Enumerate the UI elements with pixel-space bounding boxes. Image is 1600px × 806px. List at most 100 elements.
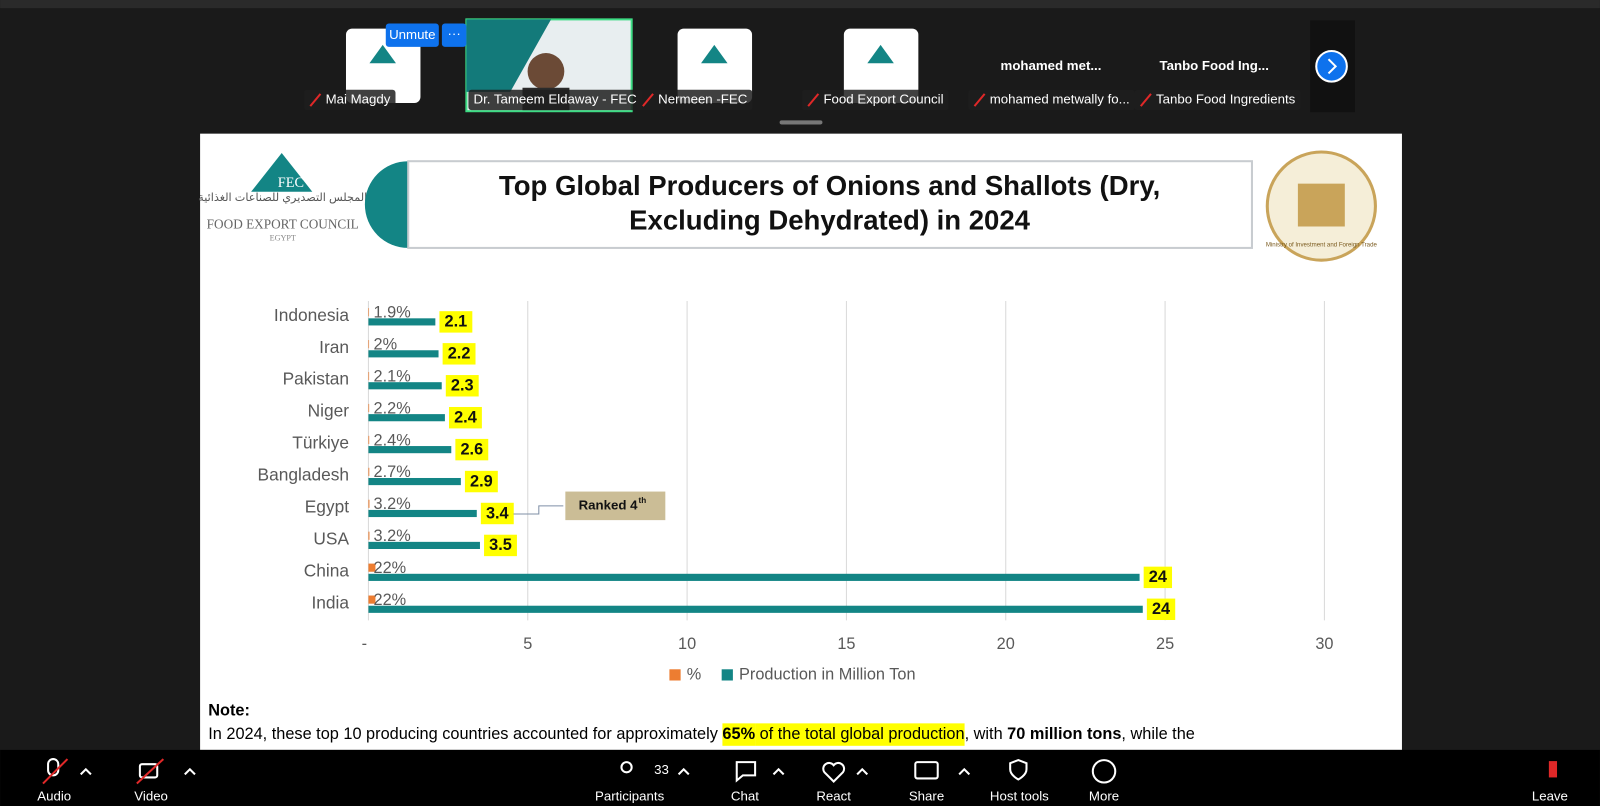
video-bg (466, 19, 552, 92)
toolbar-icons (42, 758, 1558, 785)
participants-icon[interactable] (620, 761, 633, 774)
value-label: 2.3 (451, 377, 474, 395)
value-label: 3.5 (489, 536, 512, 554)
audio-caret[interactable] (80, 767, 92, 776)
participant-count: 33 (654, 762, 669, 777)
bar (368, 541, 480, 549)
y-tick-label: India (311, 592, 349, 612)
value-label: 2.7% (374, 463, 411, 481)
participants-label[interactable]: Participants (595, 788, 665, 803)
value-label: 2.2% (374, 399, 411, 417)
name-tag (468, 89, 642, 111)
unmute-label[interactable]: Unmute (389, 27, 435, 42)
bar (368, 414, 445, 422)
leave-icon[interactable] (1548, 761, 1558, 778)
title-accent (364, 161, 409, 248)
highlight (722, 723, 756, 746)
host-tools-label[interactable]: Host tools (990, 788, 1049, 803)
unmute-button[interactable] (385, 23, 439, 47)
note-segment: 65% (722, 725, 755, 743)
participant-name: Tanbo Food Ing... (1160, 58, 1269, 73)
tile-avatar (677, 28, 753, 104)
highlight (755, 723, 965, 746)
value-label-bg (448, 406, 482, 429)
next-page-button[interactable] (1315, 49, 1348, 83)
name-tag (802, 89, 949, 111)
more-button[interactable] (441, 23, 467, 47)
toolbar (0, 749, 1600, 806)
leave-label[interactable]: Leave (1532, 788, 1568, 803)
tile-avatar (843, 28, 919, 104)
value-label-bg (464, 470, 498, 493)
name-tag (1134, 89, 1301, 111)
muted-icon (973, 93, 986, 107)
value-label-bg (480, 502, 514, 525)
more-icon[interactable] (1091, 759, 1117, 784)
bar (368, 499, 370, 508)
bar (368, 403, 370, 413)
react-caret[interactable] (856, 767, 869, 776)
audio-label[interactable]: Audio (37, 788, 71, 803)
x-tick-label: 25 (1156, 635, 1174, 653)
value-label: 22% (374, 559, 407, 577)
y-tick-label: Pakistan (283, 369, 349, 389)
value-label: 2.1 (445, 313, 468, 331)
logo-icon (867, 44, 894, 64)
x-tick-label: - (362, 635, 367, 653)
value-label-bg (484, 534, 517, 557)
bar (368, 605, 1143, 613)
more-label[interactable]: More (1089, 788, 1119, 803)
muted-icon (309, 93, 322, 107)
value-label: 2.1% (374, 367, 411, 385)
more-label[interactable]: ··· (448, 26, 461, 41)
share-label[interactable]: Share (909, 788, 944, 803)
bar (368, 350, 439, 358)
participant-name: Food Export Council (823, 91, 943, 106)
title-box (407, 160, 1253, 249)
value-label: 3.2% (374, 495, 411, 513)
annotation-sup: th (639, 496, 647, 505)
logo-arabic: المجلس التصديري للصناعات الغذائية (198, 192, 367, 205)
video-icon[interactable] (138, 763, 159, 779)
participant-strip: Unmute ··· mohamed met... Tanbo Food Ing… (304, 18, 1356, 125)
note-segment: , while the (1121, 725, 1194, 743)
chat-label[interactable]: Chat (731, 788, 759, 803)
host-tools-icon[interactable] (1009, 758, 1028, 781)
muted-icon (1139, 93, 1152, 107)
chat-icon[interactable] (735, 761, 757, 783)
participants-caret[interactable] (677, 767, 690, 776)
share-icon[interactable] (914, 761, 939, 780)
logo-country: EGYPT (270, 234, 296, 243)
participant-name: Dr. Tameem Eldaway - FEC (474, 91, 638, 106)
bar (368, 477, 461, 486)
bar (368, 446, 452, 454)
bar (368, 382, 442, 390)
share-caret[interactable] (958, 767, 971, 776)
x-tick-label: 5 (523, 635, 532, 653)
value-label-bg (1143, 566, 1173, 589)
react-icon[interactable] (822, 761, 846, 783)
bar (368, 531, 370, 540)
bar (368, 435, 370, 445)
value-label: 3.4 (486, 504, 509, 522)
logo-abbr: FEC (278, 175, 304, 191)
video-caret[interactable] (184, 767, 196, 776)
chart-title: Top Global Producers of Onions and Shall… (499, 170, 1160, 201)
bar (368, 467, 370, 476)
note-segment: In 2024, these top 10 producing countrie… (208, 725, 722, 743)
value-label: 2.2 (448, 345, 471, 363)
y-tick-label: China (304, 560, 350, 580)
video-label[interactable]: Video (134, 788, 168, 803)
next-icon (1327, 58, 1338, 75)
chat-caret[interactable] (772, 767, 785, 776)
bar (368, 573, 1140, 581)
y-tick-label: USA (313, 528, 349, 548)
react-label[interactable]: React (816, 788, 851, 803)
legend-label: Production in Million Ton (739, 666, 916, 684)
x-tick-label: 30 (1315, 635, 1333, 653)
value-label: 2.9 (470, 472, 493, 490)
bar (368, 371, 370, 381)
video-slash (136, 758, 165, 785)
logo-right: Ministry of Investment and Foreign Trade (1265, 150, 1377, 262)
